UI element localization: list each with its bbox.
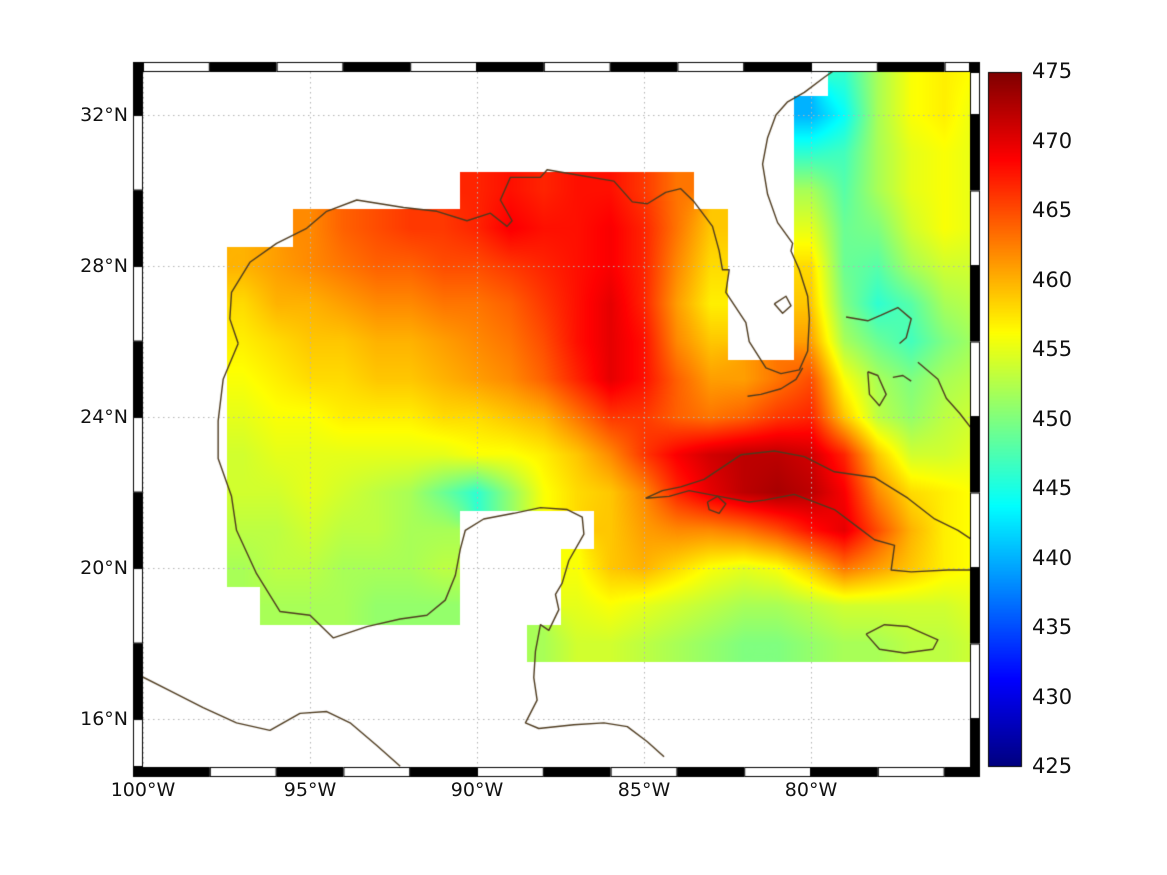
colorbar-tick-label: 425 — [1032, 754, 1073, 778]
x-tick-label: 95°W — [283, 779, 337, 801]
colorbar-tick-label: 475 — [1032, 59, 1073, 83]
colorbar-tick-label: 455 — [1032, 337, 1073, 361]
colorbar-tick-label: 470 — [1032, 129, 1073, 153]
x-tick-label: 80°W — [784, 779, 838, 801]
colorbar-tick-label: 440 — [1032, 546, 1073, 570]
colorbar-tick-label: 450 — [1032, 407, 1073, 431]
colorbar-tick-label: 430 — [1032, 685, 1073, 709]
x-tick-label: 100°W — [110, 779, 176, 801]
x-tick-label: 85°W — [617, 779, 671, 801]
colorbar-tick-label: 465 — [1032, 198, 1073, 222]
y-tick-label: 20°N — [80, 557, 128, 579]
y-tick-label: 28°N — [80, 255, 128, 277]
y-tick-label: 16°N — [80, 708, 128, 730]
colorbar-tick-label: 460 — [1032, 268, 1073, 292]
y-tick-label: 32°N — [80, 104, 128, 126]
x-tick-label: 90°W — [450, 779, 504, 801]
y-tick-label: 24°N — [80, 406, 128, 428]
colorbar-tick-label: 445 — [1032, 476, 1073, 500]
colorbar-tick-label: 435 — [1032, 615, 1073, 639]
